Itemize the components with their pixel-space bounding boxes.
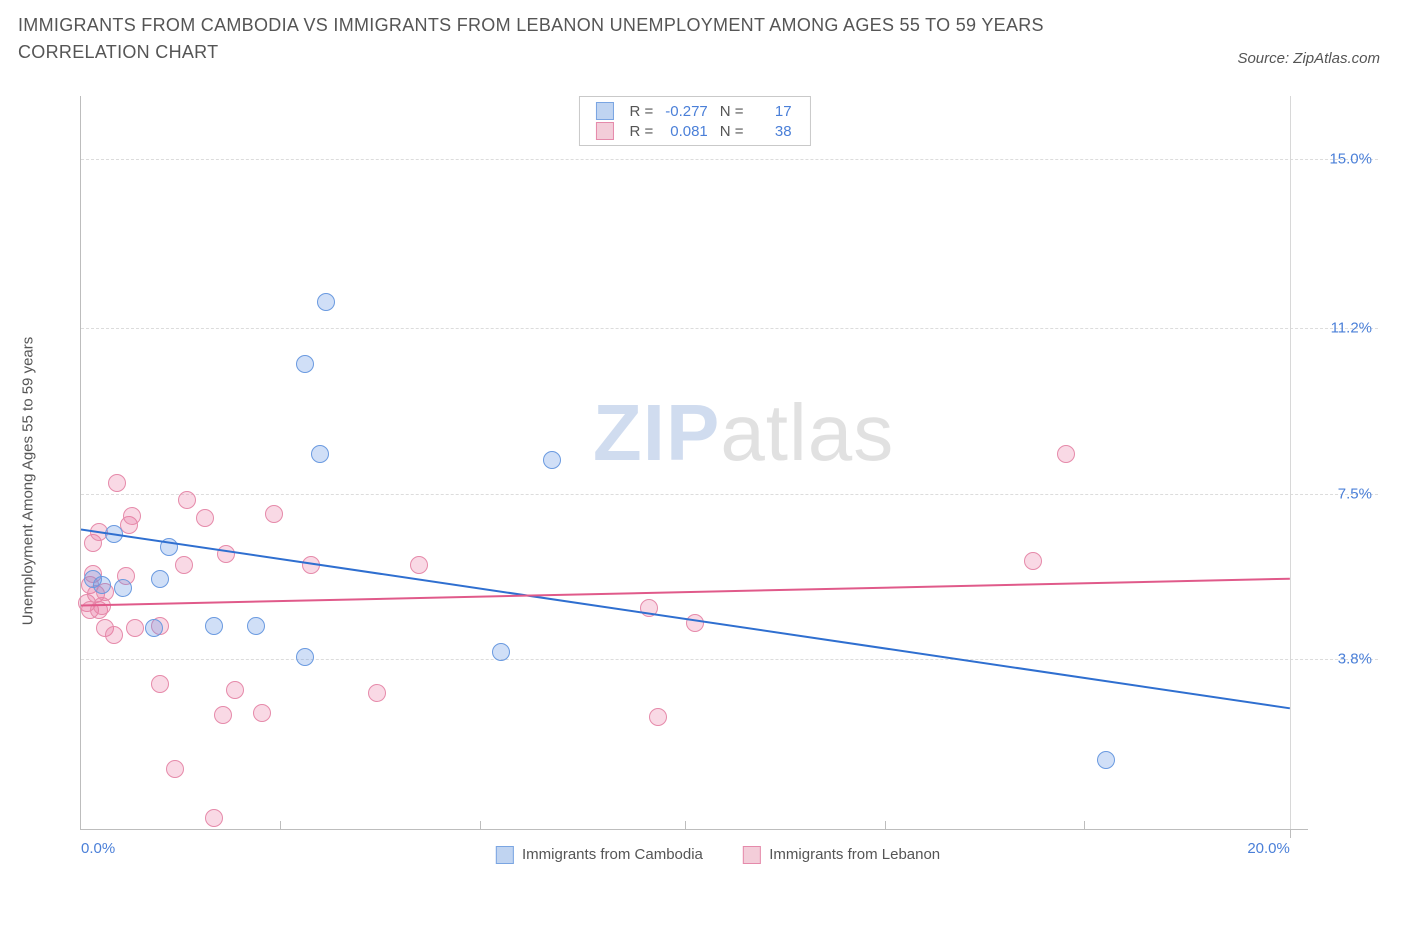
legend-label-a: Immigrants from Cambodia (522, 846, 703, 863)
gridline-h (81, 659, 1378, 660)
scatter-point-b (166, 760, 184, 778)
x-tick-label: 0.0% (81, 840, 115, 857)
swatch-series-b (595, 122, 613, 140)
scatter-point-b (151, 675, 169, 693)
scatter-point-b (126, 619, 144, 637)
n-label-a: N = (714, 101, 750, 121)
gridline-v (480, 821, 481, 829)
scatter-point-b (1057, 445, 1075, 463)
scatter-point-b (368, 684, 386, 702)
r-value-b: 0.081 (659, 121, 714, 141)
gridline-v (685, 821, 686, 829)
gridline-h (81, 494, 1378, 495)
plot-region: ZIPatlas R = -0.277 N = 17 R = 0.081 N =… (80, 96, 1308, 830)
scatter-point-b (1024, 552, 1042, 570)
scatter-point-b (205, 809, 223, 827)
n-value-b: 38 (750, 121, 798, 141)
gridline-v (885, 821, 886, 829)
scatter-point-b (108, 474, 126, 492)
scatter-point-a (151, 570, 169, 588)
y-axis-title: Unemployment Among Ages 55 to 59 years (20, 337, 37, 626)
gridline-h (81, 159, 1378, 160)
n-label-b: N = (714, 121, 750, 141)
stats-legend: R = -0.277 N = 17 R = 0.081 N = 38 (578, 96, 810, 146)
swatch-series-a-bottom (496, 846, 514, 864)
scatter-point-a (543, 451, 561, 469)
gridline-v (1290, 96, 1291, 837)
scatter-point-a (160, 538, 178, 556)
stats-row-b: R = 0.081 N = 38 (589, 121, 797, 141)
watermark-atlas: atlas (720, 388, 894, 477)
y-tick-label: 15.0% (1329, 150, 1372, 167)
scatter-point-a (145, 619, 163, 637)
r-label-b: R = (623, 121, 659, 141)
scatter-point-a (317, 293, 335, 311)
scatter-point-b (123, 507, 141, 525)
y-tick-label: 3.8% (1338, 651, 1372, 668)
legend-item-b: Immigrants from Lebanon (743, 846, 940, 864)
gridline-v (1084, 821, 1085, 829)
scatter-point-b (217, 545, 235, 563)
gridline-v (280, 821, 281, 829)
scatter-point-b (265, 505, 283, 523)
n-value-a: 17 (750, 101, 798, 121)
y-tick-label: 7.5% (1338, 485, 1372, 502)
scatter-point-b (178, 491, 196, 509)
y-tick-label: 11.2% (1331, 320, 1372, 337)
scatter-point-a (93, 576, 111, 594)
scatter-point-b (640, 599, 658, 617)
scatter-point-a (114, 579, 132, 597)
gridline-h (81, 328, 1378, 329)
scatter-point-a (1097, 751, 1115, 769)
stats-row-a: R = -0.277 N = 17 (589, 101, 797, 121)
x-tick-label: 20.0% (1247, 840, 1290, 857)
swatch-series-b-bottom (743, 846, 761, 864)
source-attribution: Source: ZipAtlas.com (1237, 50, 1380, 67)
scatter-point-a (247, 617, 265, 635)
r-label-a: R = (623, 101, 659, 121)
scatter-point-a (296, 355, 314, 373)
scatter-point-b (253, 704, 271, 722)
watermark-zip: ZIP (593, 388, 720, 477)
scatter-point-a (311, 445, 329, 463)
scatter-point-b (175, 556, 193, 574)
scatter-point-b (196, 509, 214, 527)
chart-title: IMMIGRANTS FROM CAMBODIA VS IMMIGRANTS F… (18, 12, 1168, 66)
r-value-a: -0.277 (659, 101, 714, 121)
scatter-point-a (105, 525, 123, 543)
scatter-point-b (410, 556, 428, 574)
scatter-point-a (296, 648, 314, 666)
scatter-point-b (686, 614, 704, 632)
scatter-point-b (649, 708, 667, 726)
scatter-point-b (226, 681, 244, 699)
scatter-point-a (492, 643, 510, 661)
watermark: ZIPatlas (593, 387, 894, 479)
swatch-series-a (595, 102, 613, 120)
legend-label-b: Immigrants from Lebanon (769, 846, 940, 863)
scatter-point-b (214, 706, 232, 724)
scatter-point-b (302, 556, 320, 574)
legend-item-a: Immigrants from Cambodia (496, 846, 703, 864)
chart-area: Unemployment Among Ages 55 to 59 years Z… (58, 96, 1378, 866)
scatter-point-a (205, 617, 223, 635)
trend-line-b (81, 579, 1290, 606)
scatter-point-b (105, 626, 123, 644)
series-legend: Immigrants from Cambodia Immigrants from… (478, 846, 958, 864)
